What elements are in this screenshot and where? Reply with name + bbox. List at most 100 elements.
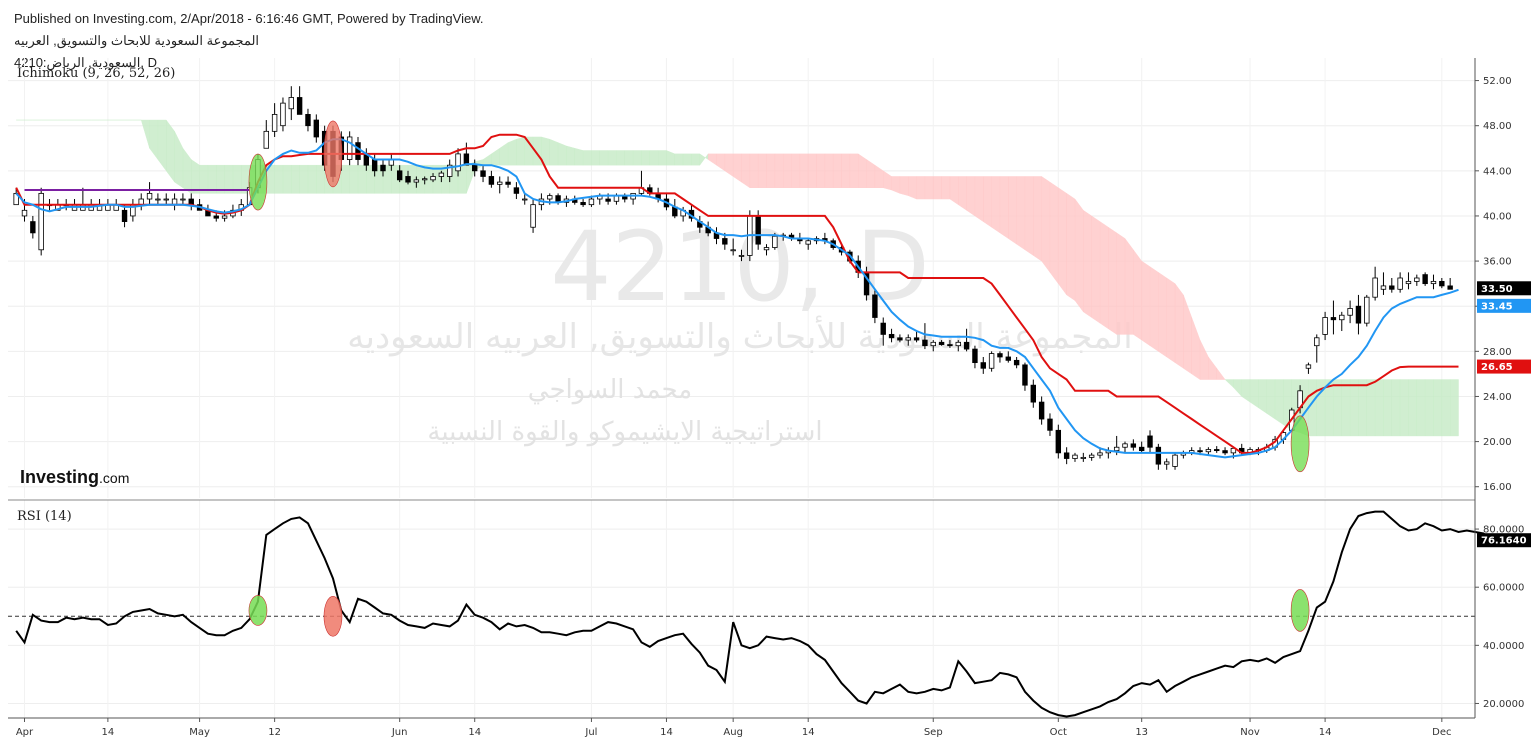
cloud-segment [1249,379,1259,409]
candle-down [1355,305,1362,324]
candle-down [722,238,728,245]
cloud-segment [991,176,1001,234]
candle-up [1347,308,1353,316]
candle-up [455,153,461,172]
cloud-segment [549,138,559,166]
cloud-segment [907,176,917,200]
cloud-segment [165,119,175,183]
candle-down [605,198,611,202]
cloud-segment [1149,266,1159,352]
cloud-segment [349,164,359,194]
company-name: المجموعة السعودية للابحاث والتسويق, العر… [14,33,260,48]
price-tick-label: 16.00 [1483,482,1512,493]
time-tick-label: Apr [16,727,34,738]
cloud-segment [791,153,801,188]
candle-up [1080,456,1087,459]
cloud-segment [774,153,784,188]
time-tick-label: Jun [391,727,408,738]
cloud-segment [691,153,701,166]
cloud-segment [1224,379,1234,389]
candle-down [755,215,761,245]
cloud-segment [699,153,709,166]
price-tick-label: 48.00 [1483,121,1512,132]
cloud-segment [1258,379,1267,414]
candle-down [913,337,920,341]
buy-signal-marker-rsi [1290,589,1310,632]
time-tick-label: Sep [924,727,943,738]
candle-up [146,192,153,200]
candle-up [588,198,595,206]
buy-signal-marker [248,153,268,211]
cloud-segment [749,153,759,188]
time-tick-label: Oct [1050,727,1067,738]
cloud-segment [1191,317,1201,381]
cloud-segment [1266,379,1276,420]
cloud-segment [1083,209,1092,318]
rsi-line [15,510,1493,718]
candle-up [271,114,278,132]
cloud-segment [657,150,667,166]
cloud-segment [1133,249,1142,341]
cloud-segment [974,176,984,223]
cloud-segment [1041,175,1051,274]
cloud-segment [190,159,200,194]
candle-down [1147,435,1153,448]
candle-down [1330,317,1337,321]
cloud-segment [741,153,751,189]
candle-down [1155,446,1162,465]
cloud-segment [1091,215,1101,324]
cloud-segment [649,150,659,166]
cloud-segment [816,153,826,188]
cloud-segment [482,153,492,166]
cloud-segment [282,164,292,194]
cloud-segment [140,119,150,149]
candle-up [38,192,44,251]
candle-down [938,341,945,345]
candle-up [413,179,420,183]
candle-up [155,198,161,201]
cloud-segment [1008,176,1017,245]
cloud-segment [1174,282,1184,369]
price-tick-label: 44.00 [1483,166,1512,177]
cloud-segment [891,176,901,194]
candle-down [355,142,361,160]
candle-down [213,215,219,219]
candle-down [872,294,878,318]
cloud-segment [307,164,317,194]
cloud-segment [574,147,584,166]
kijun-badge-bg [1477,359,1531,374]
candle-up [13,192,19,206]
candle-down [963,341,970,350]
rsi-tick-label: 60.0000 [1483,583,1524,594]
candle-down [880,322,886,335]
candle-up [1172,454,1178,467]
candle-down [371,159,378,172]
cloud-segment [766,153,776,188]
price-tick-label: 20.00 [1483,437,1512,448]
candle-down [997,353,1003,358]
candle-down [972,348,978,364]
price-tick-label: 28.00 [1483,347,1512,358]
cloud-segment [557,142,567,166]
investing-logo[interactable]: Investing.com [20,467,129,487]
candle-up [1088,454,1095,458]
candle-down [30,221,36,234]
last-price-badge-bg [1477,281,1531,296]
cloud-segment [499,142,509,166]
time-tick-label: 14 [802,727,815,738]
cloud-segment [174,131,184,189]
candle-up [1097,452,1103,456]
cloud-segment [1074,198,1084,313]
cloud-segment [1208,356,1217,380]
cloud-segment [1049,181,1059,285]
tenkan-badge-bg [1477,298,1531,313]
sell-signal-marker-rsi [323,595,343,637]
candle-down [513,187,520,194]
cloud-segment [1158,271,1167,358]
cloud-segment [1183,294,1192,375]
watermark-author: محمد السواجي [528,375,692,405]
candle-down [296,97,303,115]
candle-down [380,164,386,172]
cloud-segment [1441,379,1451,437]
